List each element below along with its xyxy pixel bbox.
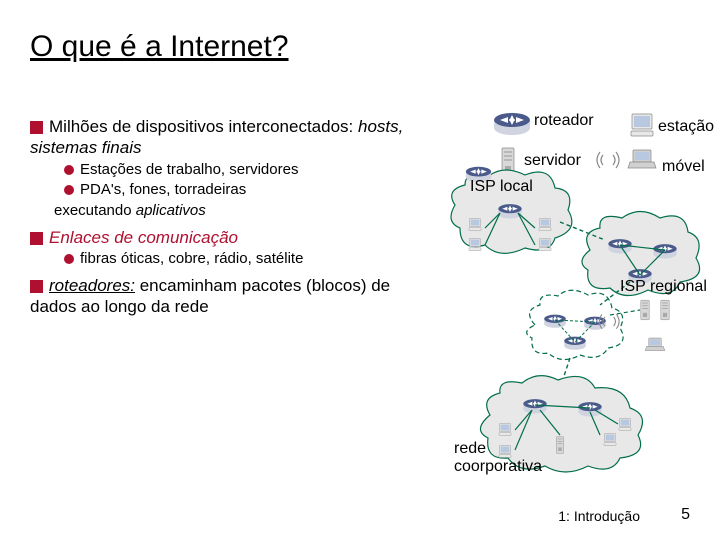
- label-servidor: servidor: [524, 152, 581, 170]
- bullet-square-icon: [30, 232, 43, 245]
- bullet-circle-icon: [64, 185, 74, 195]
- sub-3-text-a: executando: [54, 202, 136, 219]
- label-isp-regional: ISP regional: [620, 278, 707, 296]
- sub-2-text: PDA's, fones, torradeiras: [80, 181, 246, 198]
- content-column: Milhões de dispositivos interconectados:…: [30, 110, 410, 317]
- sub-1: Estações de trabalho, servidores: [64, 161, 410, 180]
- footer-chapter: 1: Introdução: [558, 508, 640, 524]
- bullet-circle-icon: [64, 165, 74, 175]
- sub-3-text-b: aplicativos: [136, 202, 206, 219]
- label-movel: móvel: [662, 158, 705, 176]
- sub-1-text: Estações de trabalho, servidores: [80, 161, 298, 178]
- label-estacao: estação: [658, 118, 714, 136]
- bullet-2-text: Enlaces de comunicação: [49, 228, 238, 247]
- bullet-3-text-a: roteadores:: [49, 276, 135, 295]
- slide-title: O que é a Internet?: [30, 30, 289, 64]
- bullet-1-text-a: Milhões de dispositivos interconectados:: [49, 117, 358, 136]
- label-isp-local: ISP local: [470, 178, 533, 196]
- bullet-3: roteadores: encaminham pacotes (blocos) …: [30, 275, 410, 318]
- bullet-circle-icon: [64, 254, 74, 264]
- bullet-1: Milhões de dispositivos interconectados:…: [30, 116, 410, 159]
- label-roteador: roteador: [534, 112, 594, 130]
- sub-3: executando aplicativos: [54, 202, 410, 221]
- sub-2: PDA's, fones, torradeiras: [64, 181, 410, 200]
- slide-number: 5: [681, 506, 690, 524]
- bullet-2: Enlaces de comunicação: [30, 227, 410, 248]
- label-rede-coorp: rede coorporativa: [454, 440, 542, 475]
- bullet-square-icon: [30, 121, 43, 134]
- sub-4-text: fibras óticas, cobre, rádio, satélite: [80, 250, 303, 267]
- bullet-square-icon: [30, 280, 43, 293]
- sub-4: fibras óticas, cobre, rádio, satélite: [64, 250, 410, 269]
- network-diagram: roteador estação servidor móvel ISP loca…: [440, 110, 710, 480]
